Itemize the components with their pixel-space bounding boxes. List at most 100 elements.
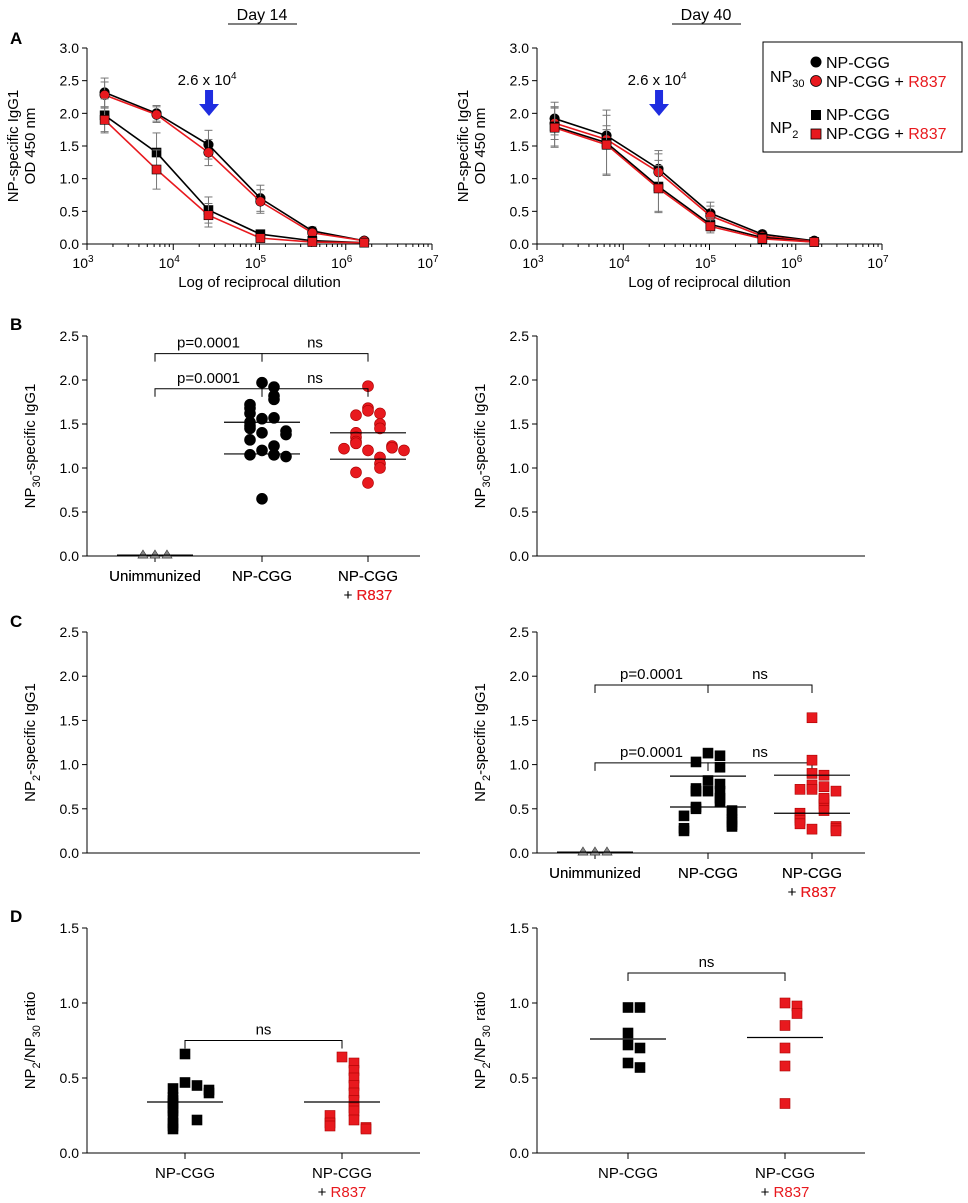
data-point xyxy=(589,846,601,856)
x-tick-label-line2: + R837 xyxy=(788,884,837,901)
data-point xyxy=(690,756,702,768)
y-tick-label: 0.0 xyxy=(60,845,80,861)
chart-c-day40: 0.0 0.5 1.0 1.5 2.0 2.5 NP2-specific IgG1 Unimm… xyxy=(472,624,865,901)
y-tick-label: 1.0 xyxy=(60,757,80,773)
legend-marker-np30-ncgg xyxy=(810,56,822,68)
data-point xyxy=(702,775,714,786)
legend-np30-item-b: NP-CGG + R837 xyxy=(826,74,947,91)
x-axis-label: Log of reciprocal dilution xyxy=(628,274,791,291)
data-point xyxy=(806,768,818,779)
chart-d-day14: 0.0 0.5 1.0 1.5 NP2/NP30 ratio NP-CGG NP-CGG + … xyxy=(22,920,420,1201)
significance-bracket xyxy=(627,972,786,981)
y-tick-label: 1.0 xyxy=(510,171,530,187)
data-point xyxy=(374,422,386,435)
legend: NP30 NP-CGG NP-CGG + R837 NP2 NP-CGG NP-… xyxy=(762,41,963,153)
legend-np2-item-b: NP-CGG + R837 xyxy=(826,126,947,143)
y-tick-label: 2.0 xyxy=(510,668,530,684)
significance-label: p=0.0001 xyxy=(620,744,683,761)
data-point xyxy=(350,466,362,479)
y-tick-label: 2.0 xyxy=(510,372,530,388)
x-tick-label: NP-CGG xyxy=(338,568,398,585)
chart-b-day40: 0.0 0.5 1.0 1.5 2.0 2.5 NP30-specific IgG1 Unim… xyxy=(109,328,865,604)
y-tick-label: 1.0 xyxy=(510,460,530,476)
data-point xyxy=(348,1105,360,1117)
y-tick-label: 1.5 xyxy=(60,920,80,936)
data-point xyxy=(714,761,726,773)
y-tick-label: 2.0 xyxy=(60,372,80,388)
significance-bracket xyxy=(261,353,369,362)
data-point xyxy=(167,1123,179,1135)
x-tick-label: Unimmunized xyxy=(109,568,201,585)
legend-np2-item-a: NP-CGG xyxy=(826,107,890,124)
y-tick-label: 0.5 xyxy=(60,504,80,520)
data-point xyxy=(256,412,268,425)
y-tick-label: 1.0 xyxy=(60,460,80,476)
x-tick-label-line2: + R837 xyxy=(344,587,393,604)
data-point xyxy=(362,404,374,417)
y-tick-label: 1.0 xyxy=(60,171,80,187)
x-tick-label: NP-CGG xyxy=(232,568,292,585)
significance-label: p=0.0001 xyxy=(177,335,240,352)
x-tick-label: NP-CGG xyxy=(755,1165,815,1182)
data-point xyxy=(350,409,362,422)
data-point xyxy=(362,444,374,457)
y-axis-label-line2: OD 450 nm xyxy=(472,108,489,185)
data-point xyxy=(324,1120,336,1132)
data-point xyxy=(601,139,612,150)
y-tick-label: 0.0 xyxy=(510,845,530,861)
legend-group2-label: NP2 xyxy=(770,120,798,141)
significance-label: ns xyxy=(307,370,323,387)
chart-c-day14: 0.0 0.5 1.0 1.5 2.0 2.5 NP2-specific IgG1 Unimm… xyxy=(22,624,850,901)
significance-label: ns xyxy=(699,954,715,971)
y-tick-label: 2.0 xyxy=(60,668,80,684)
y-tick-label: 1.5 xyxy=(510,712,530,728)
x-tick-label: NP-CGG xyxy=(232,568,292,585)
series-line xyxy=(554,125,815,243)
annotation-label: 2.6 x 104 xyxy=(628,71,687,89)
data-point xyxy=(690,803,702,815)
x-tick-label-line2: + R837 xyxy=(788,884,837,901)
y-tick-label: 2.5 xyxy=(510,624,530,640)
y-tick-label: 0.5 xyxy=(60,203,80,219)
data-point xyxy=(256,426,268,439)
data-point xyxy=(336,1051,348,1063)
x-tick-label: NP-CGG xyxy=(782,865,842,882)
data-point xyxy=(779,1042,791,1054)
data-point xyxy=(794,784,806,795)
y-tick-label: 2.5 xyxy=(510,73,530,89)
panel-label-b: B xyxy=(10,315,22,334)
panel-label-c: C xyxy=(10,612,22,631)
y-tick-label: 1.5 xyxy=(510,416,530,432)
data-point xyxy=(779,1060,791,1072)
x-tick-label: NP-CGG xyxy=(155,1165,215,1182)
data-point xyxy=(714,796,726,808)
significance-bracket xyxy=(707,684,813,694)
x-tick-label-line2: + R837 xyxy=(761,1184,810,1201)
y-axis-label: NP30-specific IgG1 xyxy=(472,384,493,509)
y-tick-label: 2.5 xyxy=(60,328,80,344)
y-tick-label: 0.0 xyxy=(510,236,530,252)
data-point xyxy=(622,1027,634,1039)
data-point xyxy=(779,1020,791,1031)
series-line xyxy=(104,91,365,242)
x-tick-label: NP-CGG xyxy=(782,865,842,882)
y-tick-label: 2.0 xyxy=(60,105,80,121)
y-axis-label: NP2-specific IgG1 xyxy=(22,683,43,802)
x-tick-label: NP-CGG xyxy=(598,1165,658,1182)
y-tick-label: 0.5 xyxy=(510,1070,530,1086)
legend-marker-np30-r837 xyxy=(810,75,822,87)
x-tick-label: NP-CGG xyxy=(678,865,738,882)
data-point xyxy=(806,784,818,795)
y-tick-label: 1.5 xyxy=(510,920,530,936)
y-tick-label: 0.5 xyxy=(510,203,530,219)
data-point xyxy=(601,846,613,856)
data-point xyxy=(549,122,560,133)
series-line xyxy=(104,119,365,244)
data-point xyxy=(779,1098,791,1109)
header-day14: Day 14 xyxy=(237,7,288,24)
data-point xyxy=(830,785,842,797)
x-tick-label: 106 xyxy=(781,254,803,271)
y-tick-label: 1.5 xyxy=(510,138,530,154)
data-point xyxy=(338,442,350,455)
